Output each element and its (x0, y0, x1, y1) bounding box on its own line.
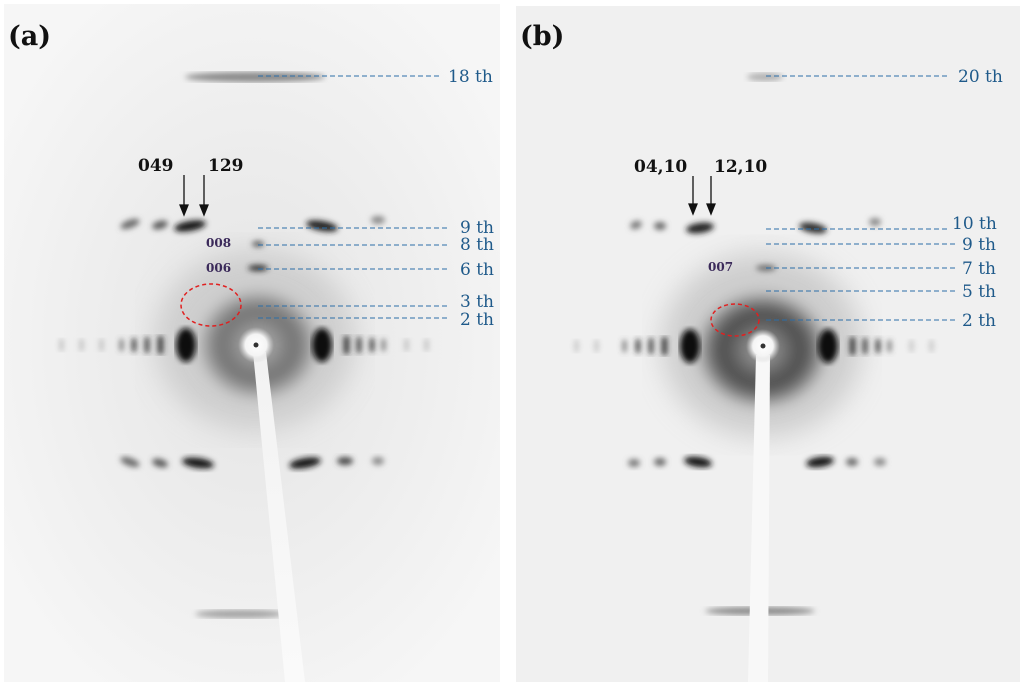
miller-label-04-10: 04,10 (634, 157, 687, 177)
miller-label-129: 129 (208, 156, 244, 176)
order-label-20th: 20 th (958, 67, 1003, 87)
panel-b-label: (b) (520, 21, 564, 52)
order-label-2th: 2 th (962, 311, 996, 331)
arrows (179, 175, 209, 217)
order-label-3th: 3 th (460, 292, 494, 312)
order-label-9th: 9 th (962, 235, 996, 255)
highlight-circle (710, 303, 760, 337)
order-label-2th: 2 th (460, 310, 494, 330)
reflection-label-006: 006 (206, 261, 231, 275)
order-label-9th: 9 th (460, 218, 494, 238)
layer-arc-20 (747, 73, 783, 81)
beam-center (253, 342, 259, 348)
equatorial-reflections (575, 329, 933, 363)
layer-arc-bottom (195, 610, 285, 618)
highlight-circle (180, 283, 242, 327)
beam-stop-shadow (253, 352, 305, 682)
beam-center (760, 343, 766, 349)
panel-a: (a) 049 129 008 006 18 th 9 th 8 th 6 th… (4, 4, 500, 682)
order-label-5th: 5 th (962, 282, 996, 302)
layer-arc-18 (185, 72, 325, 82)
upper-reflections (120, 216, 385, 271)
reflection-label-007: 007 (708, 260, 733, 274)
miller-label-049: 049 (138, 156, 174, 176)
order-label-18th: 18 th (448, 67, 493, 87)
beam-stop-shadow (748, 355, 770, 682)
miller-label-12-10: 12,10 (714, 157, 767, 177)
order-label-8th: 8 th (460, 235, 494, 255)
panel-a-label: (a) (8, 21, 51, 52)
lower-reflections (628, 456, 886, 468)
panel-b: (b) 04,10 12,10 007 20 th 10 th 9 th 7 t… (516, 6, 1020, 682)
upper-reflections (630, 218, 881, 271)
leader-lines (258, 75, 450, 319)
leader-lines (766, 75, 955, 321)
equatorial-reflections (60, 328, 428, 362)
order-label-10th: 10 th (952, 214, 997, 234)
order-label-7th: 7 th (962, 259, 996, 279)
reflection-label-008: 008 (206, 236, 231, 250)
lower-reflections (120, 456, 384, 469)
order-label-6th: 6 th (460, 260, 494, 280)
arrows (688, 176, 716, 216)
